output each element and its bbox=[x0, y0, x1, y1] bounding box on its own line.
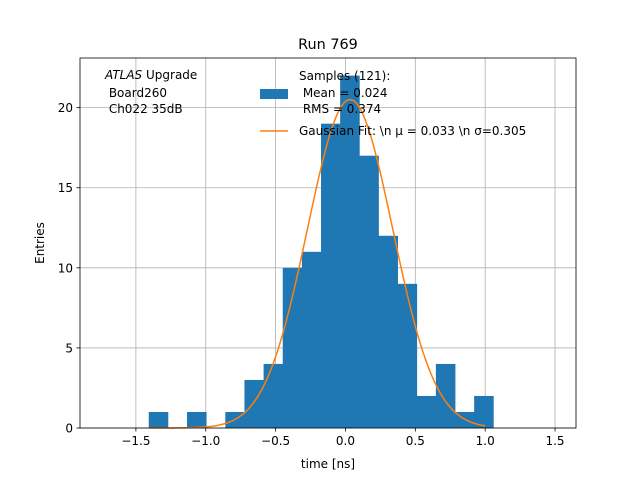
histogram-bar bbox=[416, 395, 437, 428]
x-tick-label: 1.0 bbox=[476, 434, 495, 448]
x-axis-label: time [ns] bbox=[301, 457, 355, 471]
legend-histogram-swatch bbox=[260, 89, 288, 99]
x-tick-label: −1.0 bbox=[191, 434, 220, 448]
histogram-bar bbox=[282, 267, 303, 428]
x-axis-ticks: −1.5 −1.0 −0.5 0.0 0.5 1.0 1.5 bbox=[121, 428, 565, 448]
histogram-bar bbox=[244, 379, 264, 428]
y-tick-label: 15 bbox=[58, 181, 73, 195]
legend-hist-label-line-2: Mean = 0.024 bbox=[299, 86, 388, 100]
x-tick-label: 1.5 bbox=[545, 434, 564, 448]
histogram-bar bbox=[340, 75, 360, 428]
histogram-bar bbox=[435, 363, 456, 428]
legend-hist-label-line-3: RMS = 0.374 bbox=[299, 102, 381, 116]
histogram-bar bbox=[321, 123, 341, 429]
y-axis-ticks: 0 5 10 15 20 bbox=[58, 101, 80, 436]
chart-title: Run 769 bbox=[298, 37, 358, 53]
histogram-bars bbox=[148, 75, 494, 429]
upgrade-label: Upgrade bbox=[142, 68, 197, 82]
histogram-bar bbox=[263, 363, 284, 428]
histogram-bar bbox=[474, 395, 494, 428]
histogram-bar bbox=[378, 235, 398, 428]
x-tick-label: 0.0 bbox=[336, 434, 355, 448]
histogram-bar bbox=[359, 155, 379, 428]
y-tick-label: 10 bbox=[58, 261, 73, 275]
x-tick-label: −0.5 bbox=[261, 434, 290, 448]
atlas-annotation-line-2: Board260 bbox=[105, 86, 167, 100]
atlas-annotation-line-1: ATLAS Upgrade bbox=[104, 68, 197, 82]
y-tick-label: 5 bbox=[65, 341, 73, 355]
legend-fit-label: Gaussian Fit: \n μ = 0.033 \n σ=0.305 bbox=[299, 124, 526, 138]
histogram-bar bbox=[148, 411, 169, 428]
x-tick-label: 0.5 bbox=[406, 434, 425, 448]
histogram-bar bbox=[187, 411, 207, 428]
histogram-bar bbox=[301, 251, 322, 428]
histogram-bar bbox=[397, 283, 418, 428]
y-axis-label: Entries bbox=[33, 222, 47, 264]
legend-hist-label-line-1: Samples (121): bbox=[299, 69, 390, 83]
plot-frame bbox=[79, 57, 577, 429]
gaussian-fit-curve bbox=[149, 98, 486, 429]
atlas-annotation: ATLAS Upgrade Board260 Ch022 35dB bbox=[104, 68, 197, 116]
atlas-label: ATLAS bbox=[104, 68, 143, 82]
atlas-annotation-line-3: Ch022 35dB bbox=[105, 102, 183, 116]
legend: Samples (121): Mean = 0.024 RMS = 0.374 … bbox=[260, 69, 526, 138]
y-tick-label: 20 bbox=[58, 101, 73, 115]
x-tick-label: −1.5 bbox=[121, 434, 150, 448]
y-tick-label: 0 bbox=[65, 422, 73, 436]
